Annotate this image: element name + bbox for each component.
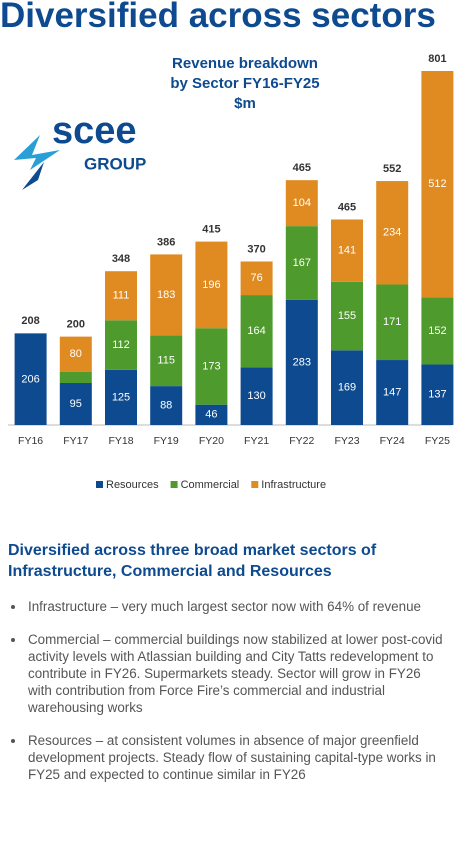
bar-segment [59,383,92,425]
x-tick-label: FY22 [289,435,314,447]
x-tick-label: FY24 [380,435,405,447]
data-label: 147 [383,386,401,398]
bar-segment [240,367,273,425]
data-label: 283 [293,356,311,368]
bar-segment [59,371,92,384]
x-tick-label: FY16 [18,435,43,447]
data-label: 125 [112,391,130,403]
legend-swatch [96,481,103,488]
bar-segment [331,350,363,425]
total-label: 370 [247,243,265,255]
chart-title: Revenue breakdown [172,55,318,72]
data-label: 196 [202,279,220,291]
bullet: Commercial – commercial buildings now st… [26,631,448,716]
data-label: 76 [250,272,262,284]
total-label: 465 [338,201,356,213]
bullet: Resources – at consistent volumes in abs… [26,732,448,783]
legend-label: Commercial [181,479,240,491]
total-label: 386 [157,236,175,248]
x-tick-label: FY20 [199,435,224,447]
total-label: 552 [383,163,401,175]
x-tick-label: FY23 [334,435,359,447]
bar-segment [150,254,183,336]
total-label: 415 [202,223,220,235]
bar-segment [14,333,47,425]
data-label: 46 [205,409,217,421]
bar-segment [240,295,273,368]
bar-segment [376,181,409,285]
data-label: 169 [338,382,356,394]
data-label: 112 [112,339,130,351]
legend-label: Infrastructure [261,479,326,491]
legend-label: Resources [106,479,159,491]
data-label: 173 [202,360,220,372]
data-label: 104 [293,197,311,209]
data-label: 130 [247,390,265,402]
data-label: 137 [428,389,446,401]
x-tick-label: FY25 [425,435,450,447]
section: Diversified across three broad market se… [8,540,448,799]
x-tick-label: FY17 [63,435,88,447]
total-label: 465 [293,162,311,174]
bar-segment [150,335,183,387]
total-label: 208 [21,315,39,327]
logo-mark [14,135,60,170]
data-label: 115 [157,355,175,367]
data-label: 183 [157,289,175,301]
data-label: 80 [70,348,82,360]
chart: scee GROUP Revenue breakdown by Sector FY… [8,53,454,491]
data-label: 152 [428,325,446,337]
data-label: 206 [21,373,39,385]
legend-swatch [170,481,178,488]
total-label: 801 [428,53,446,65]
x-tick-label: FY21 [244,435,269,447]
bar-segment [195,241,228,329]
bar-segment [285,226,318,300]
section-title: Diversified across three broad market se… [8,542,377,580]
x-tick-label: FY19 [154,435,179,447]
data-label: 167 [293,257,311,269]
bar-segment [240,261,273,296]
total-label: 200 [67,319,85,331]
data-label: 164 [247,325,265,337]
bar-segment [105,320,137,370]
data-label: 512 [428,178,446,190]
bar-segment [195,404,228,425]
logo-name: scee [52,110,137,152]
bar-segment [105,369,137,425]
logo-mark [22,162,44,190]
bar-segment [285,180,318,227]
total-label: 348 [112,253,130,265]
chart-title: by Sector FY16-FY25 [170,75,319,92]
bar-segment [14,333,47,334]
chart-title: $m [234,95,256,112]
data-label: 95 [70,398,82,410]
bar-segment [59,336,92,372]
data-label: 141 [338,245,356,257]
bar-segment [331,281,363,351]
data-label: 88 [160,399,172,411]
logo: scee GROUP [14,110,146,190]
bar-segment [421,364,454,425]
bullet-list: Infrastructure – very much largest secto… [8,598,448,783]
bar-segment [421,297,454,365]
data-label: 171 [383,316,401,328]
bar-segment [105,271,137,321]
data-label: 155 [338,310,356,322]
bar-segment [150,386,183,425]
data-label: 111 [113,290,130,302]
x-tick-label: FY18 [108,435,133,447]
bar-segment [376,284,409,361]
logo-group: GROUP [84,154,146,173]
legend-swatch [251,481,259,488]
bar-segment [285,299,318,425]
bar-segment [195,328,228,405]
bullet: Infrastructure – very much largest secto… [26,598,448,615]
data-label: 234 [383,227,401,239]
bar-segment [376,360,409,425]
bar-segment [421,71,454,298]
heading: Diversified across sectors [0,0,436,35]
bar-segment [331,219,363,282]
